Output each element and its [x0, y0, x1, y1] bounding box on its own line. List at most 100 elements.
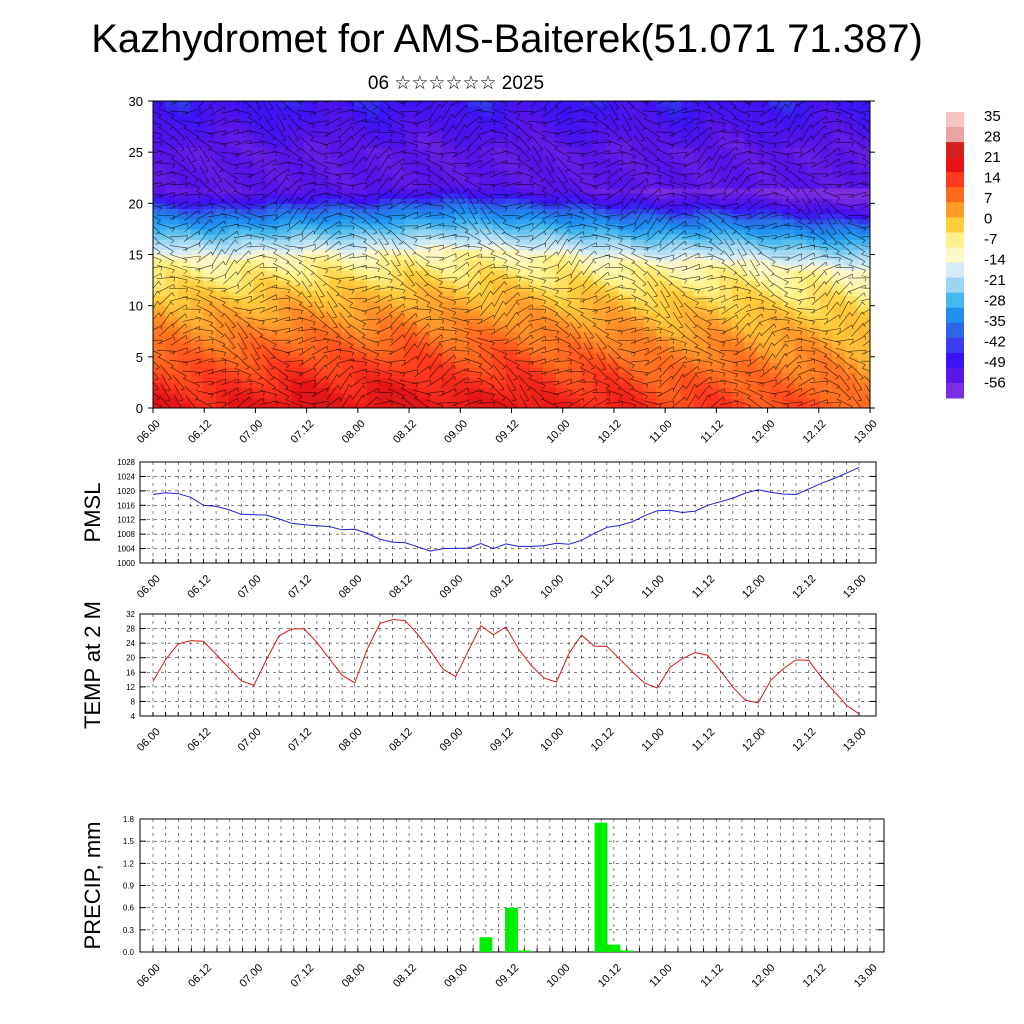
heatmap-cell: [379, 239, 393, 245]
heatmap-cell: [203, 141, 217, 148]
heatmap-cell: [643, 331, 657, 337]
heatmap-cell: [517, 198, 531, 204]
heatmap-cell: [429, 177, 443, 184]
heatmap-cell: [517, 367, 531, 373]
wind-barb-tick: [198, 123, 201, 127]
heatmap-cell: [253, 152, 267, 158]
wind-barb: [272, 387, 290, 397]
wind-barb: [413, 149, 431, 157]
wind-barb: [209, 106, 225, 117]
heatmap-cell: [605, 387, 620, 394]
heatmap-cell: [631, 321, 645, 327]
wind-barb: [310, 139, 329, 146]
heatmap-cell: [341, 310, 355, 317]
wind-barb: [157, 336, 175, 345]
heatmap-cell: [832, 223, 846, 230]
wind-barb: [427, 283, 443, 294]
heatmap-cell: [568, 157, 582, 163]
heatmap-cell: [505, 341, 519, 348]
heatmap-cell: [241, 280, 255, 286]
heatmap-cell: [857, 382, 870, 389]
heatmap-cell: [404, 198, 418, 204]
heatmap-cell: [480, 228, 494, 235]
wind-barb: [439, 253, 456, 261]
heatmap-cell: [467, 126, 481, 133]
wind-barb: [349, 315, 366, 325]
heatmap-cell: [480, 187, 494, 194]
heatmap-cell: [253, 187, 267, 194]
heatmap-cell: [605, 172, 620, 179]
wind-barb-tick: [186, 183, 188, 188]
heatmap-cell: [807, 274, 821, 281]
heatmap-cell: [366, 213, 381, 220]
wind-barb: [157, 137, 174, 148]
heatmap-cell: [153, 116, 167, 123]
heatmap-cell: [555, 147, 569, 153]
heatmap-cell: [781, 111, 796, 117]
heatmap-cell: [693, 295, 708, 302]
wind-barb: [153, 121, 162, 126]
heatmap-cell: [681, 341, 695, 348]
heatmap-cell: [341, 402, 355, 408]
heatmap-cell: [190, 228, 204, 235]
heatmap-cell: [417, 147, 431, 153]
heatmap-cell: [844, 218, 859, 225]
heatmap-cell: [530, 157, 544, 163]
heatmap-cell: [668, 131, 682, 138]
heatmap-cell: [693, 326, 708, 332]
heatmap-cell: [341, 131, 355, 138]
heatmap-cell: [316, 213, 330, 220]
heatmap-cell: [291, 172, 305, 179]
heatmap-cell: [366, 187, 381, 194]
heatmap-cell: [844, 392, 859, 399]
heatmap-cell: [807, 295, 821, 302]
heatmap-cell: [505, 193, 519, 199]
wind-barb: [157, 232, 174, 241]
heatmap-cell: [291, 264, 305, 271]
heatmap-cell: [844, 367, 859, 373]
heatmap-cell: [404, 259, 418, 266]
wind-barb: [247, 294, 264, 304]
heatmap-cell: [442, 346, 456, 353]
heatmap-cell: [241, 126, 255, 133]
heatmap-cell: [781, 387, 796, 394]
wind-barb-tick: [173, 172, 175, 177]
wind-barb-tick: [263, 194, 265, 199]
heatmap-cell: [303, 203, 318, 210]
wind-barb: [349, 221, 366, 231]
wind-barb: [220, 152, 239, 154]
heatmap-cell: [354, 152, 368, 158]
heatmap-cell: [203, 198, 217, 204]
heatmap-cell: [794, 300, 808, 307]
wind-barb: [157, 284, 175, 293]
wind-barb: [259, 255, 278, 260]
wind-barb: [153, 246, 161, 253]
heatmap-cell: [278, 300, 292, 307]
heatmap-cell: [744, 300, 758, 307]
wind-barb-tick: [286, 249, 290, 254]
heatmap-cell: [354, 300, 368, 307]
heatmap-cell: [517, 321, 531, 327]
wind-barb-tick: [209, 197, 213, 202]
heatmap-cell: [467, 152, 481, 158]
wind-barb-tick: [325, 354, 328, 359]
wind-barb: [159, 292, 173, 306]
heatmap-cell: [303, 326, 318, 332]
wind-barb-tick: [234, 259, 238, 264]
heatmap-cell: [844, 131, 859, 138]
heatmap-cell: [618, 351, 632, 358]
wind-barb: [289, 197, 299, 214]
heatmap-cell: [228, 290, 242, 297]
heatmap-cell: [241, 377, 255, 384]
heatmap-cell: [228, 336, 242, 343]
heatmap-cell: [656, 208, 670, 215]
heatmap-cell: [781, 300, 796, 307]
heatmap-cell: [316, 341, 330, 348]
heatmap-cell: [253, 377, 267, 384]
heatmap-cell: [542, 300, 557, 307]
wind-barb: [172, 146, 185, 160]
heatmap-cell: [844, 126, 859, 133]
heatmap-cell: [844, 295, 859, 302]
heatmap-cell: [215, 172, 230, 179]
heatmap-cell: [706, 269, 720, 276]
